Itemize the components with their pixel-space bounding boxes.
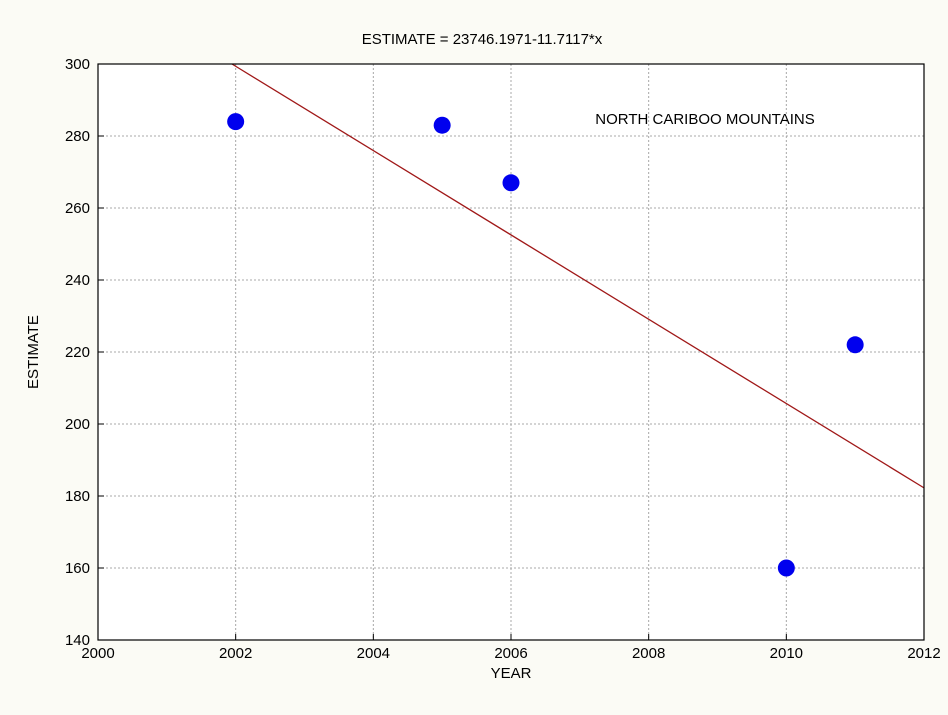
x-tick-label: 2012 (907, 645, 940, 662)
y-axis-title: ESTIMATE (25, 315, 42, 389)
y-tick-label: 160 (65, 560, 90, 577)
chart-title: ESTIMATE = 23746.1971-11.7117*x (362, 31, 603, 48)
y-tick-label: 280 (65, 128, 90, 145)
data-points (227, 113, 864, 577)
data-point (433, 116, 451, 134)
y-tick-label: 180 (65, 488, 90, 505)
y-tick-label: 140 (65, 632, 90, 649)
x-tick-label: 2004 (357, 645, 390, 662)
x-axis-title: YEAR (491, 665, 532, 682)
y-axis-ticks: 140 160 180 200 220 240 260 280 300 (65, 56, 104, 649)
x-axis-ticks: 2000 2002 2004 2006 2008 2010 2012 (81, 634, 941, 662)
regression-line (231, 63, 925, 489)
x-tick-label: 2008 (632, 645, 665, 662)
y-tick-label: 260 (65, 200, 90, 217)
regression-line-group (231, 63, 925, 489)
x-tick-label: 2002 (219, 645, 252, 662)
y-tick-label: 300 (65, 56, 90, 73)
annotation-label: NORTH CARIBOO MOUNTAINS (595, 111, 814, 128)
y-tick-label: 200 (65, 416, 90, 433)
data-point (227, 113, 245, 131)
data-point (846, 336, 864, 354)
data-point (777, 559, 795, 577)
y-tick-label: 240 (65, 272, 90, 289)
data-point (502, 174, 520, 192)
x-tick-label: 2010 (770, 645, 803, 662)
y-tick-label: 220 (65, 344, 90, 361)
x-tick-label: 2006 (494, 645, 527, 662)
grid (98, 64, 924, 640)
x-tick-label: 2000 (81, 645, 114, 662)
